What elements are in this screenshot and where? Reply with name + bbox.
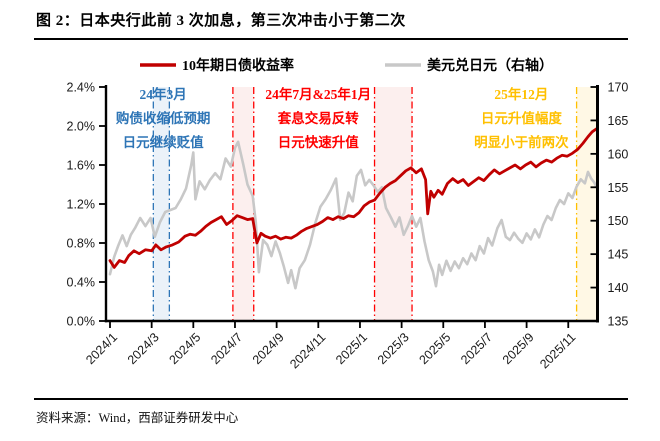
boj-hikes-chart: 0.0% 0.4% 0.8% 1.2% 1.6% 2.0% 2.4% 135 140 145 150…	[67, 57, 629, 371]
series-lines	[108, 127, 598, 290]
annotation-line: 25年12月	[494, 86, 548, 102]
svg-text:0.8%: 0.8%	[67, 237, 96, 251]
annotation-line: 日元快速升值	[278, 134, 359, 150]
svg-text:170: 170	[608, 81, 629, 95]
svg-text:140: 140	[608, 281, 629, 295]
svg-text:2024/11: 2024/11	[287, 330, 328, 371]
annotation-line: 明显小于前两次	[474, 134, 569, 150]
svg-text:0.4%: 0.4%	[67, 276, 96, 290]
source-divider	[34, 398, 628, 400]
svg-text:2024/3: 2024/3	[125, 330, 162, 367]
svg-text:135: 135	[608, 315, 629, 329]
annotation-line: 日元继续贬值	[123, 134, 204, 150]
figure-title: 图 2：日本央行此前 3 次加息，第三次冲击小于第二次	[36, 13, 406, 29]
svg-text:2025/11: 2025/11	[537, 330, 578, 371]
source-row: 资料来源：Wind，西部证券研发中心	[0, 400, 660, 427]
usd-jpy-line	[108, 140, 598, 290]
svg-text:2024/1: 2024/1	[83, 330, 120, 367]
jgb-10y-yield-line	[108, 127, 598, 269]
svg-text:2024/7: 2024/7	[208, 330, 245, 367]
svg-text:150: 150	[608, 214, 629, 228]
svg-text:2025/5: 2025/5	[416, 330, 453, 367]
svg-text:145: 145	[608, 248, 629, 262]
svg-text:165: 165	[608, 114, 629, 128]
legend-label: 美元兑日元（右轴）	[427, 57, 553, 74]
svg-text:1.2%: 1.2%	[67, 198, 96, 212]
source-text: 资料来源：Wind，西部证券研发中心	[36, 411, 239, 425]
svg-text:2025/3: 2025/3	[375, 330, 412, 367]
axes	[99, 85, 599, 328]
svg-text:0.0%: 0.0%	[67, 315, 96, 329]
annotation-line: 购债收缩低预期	[116, 110, 211, 126]
svg-text:2025/1: 2025/1	[333, 330, 370, 367]
svg-text:1.6%: 1.6%	[67, 159, 96, 173]
svg-text:2024/5: 2024/5	[167, 330, 204, 367]
legend-label: 10年期日债收益率	[182, 57, 294, 74]
title-divider	[34, 38, 628, 40]
annotation-line: 24年7月&25年1月	[265, 86, 371, 102]
svg-text:2.4%: 2.4%	[67, 81, 96, 95]
svg-text:2025/9: 2025/9	[500, 330, 537, 367]
annotation-line: 日元升值幅度	[481, 110, 562, 126]
svg-text:2024/9: 2024/9	[250, 330, 287, 367]
annotation-line: 24年3月	[139, 86, 186, 102]
figure-title-row: 图 2：日本央行此前 3 次加息，第三次冲击小于第二次	[0, 0, 660, 38]
annotation-line: 套息交易反转	[278, 110, 359, 126]
svg-text:160: 160	[608, 147, 629, 161]
chart-area: 0.0% 0.4% 0.8% 1.2% 1.6% 2.0% 2.4% 135 140 145 150…	[0, 40, 660, 398]
svg-text:155: 155	[608, 181, 629, 195]
legend: 10年期日债收益率 美元兑日元（右轴）	[140, 57, 553, 74]
svg-text:2025/7: 2025/7	[458, 330, 495, 367]
svg-text:2.0%: 2.0%	[67, 120, 96, 134]
